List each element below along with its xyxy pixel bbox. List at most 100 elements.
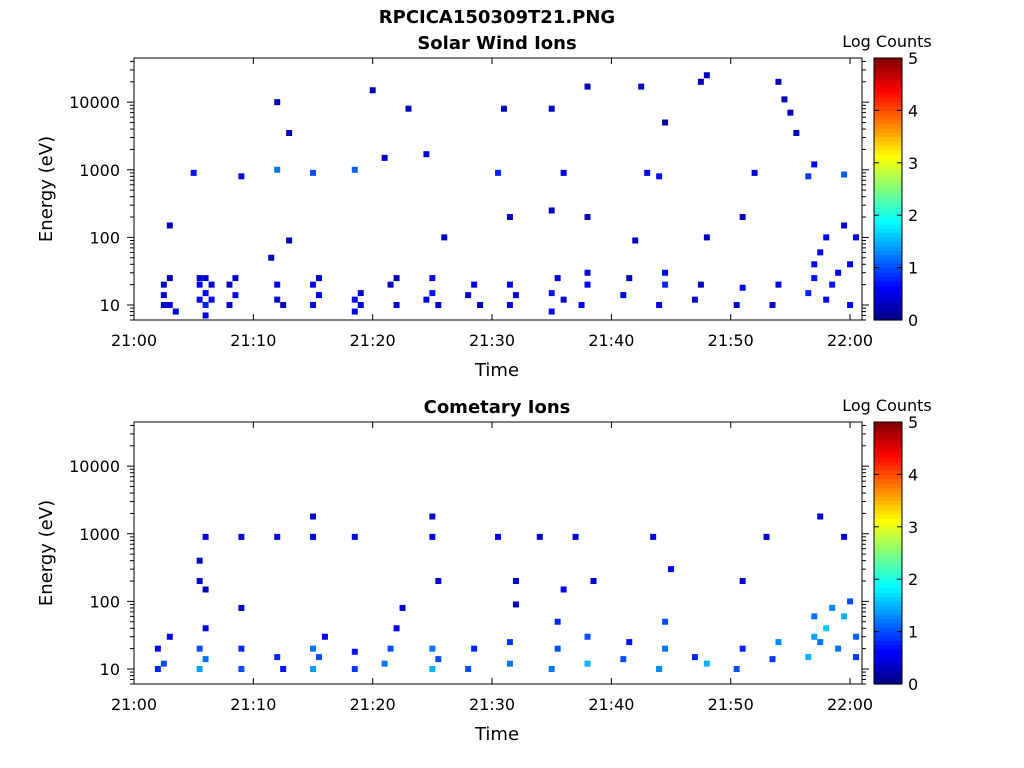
heatmap-cell — [572, 533, 579, 540]
heatmap-cell — [202, 290, 209, 297]
heatmap-cell — [274, 281, 281, 288]
colorbar-segment — [874, 250, 902, 256]
heatmap-cell — [280, 302, 287, 309]
heatmap-cell — [793, 129, 800, 136]
colorbar-segment — [874, 483, 902, 489]
x-tick-label: 21:20 — [350, 695, 396, 714]
y-axis-label: Energy (eV) — [36, 500, 57, 606]
heatmap-cell — [620, 292, 627, 299]
colorbar-segment — [874, 106, 902, 111]
heatmap-cell — [817, 639, 824, 646]
heatmap-cell — [351, 166, 358, 173]
heatmap-cell — [387, 281, 394, 288]
colorbar-segment — [874, 110, 902, 116]
colorbar-segment — [874, 293, 902, 299]
colorbar-tick-label: 3 — [908, 518, 918, 537]
heatmap-cell — [554, 645, 561, 652]
heatmap-cell — [560, 169, 567, 176]
colorbar-segment — [874, 232, 902, 238]
colorbar-segment — [874, 84, 902, 90]
colorbar-segment — [874, 71, 902, 77]
x-tick-label: 21:40 — [588, 331, 634, 350]
colorbar-segment — [874, 553, 902, 558]
heatmap-cell — [429, 645, 436, 652]
colorbar-segment — [874, 237, 902, 242]
heatmap-cell — [739, 284, 746, 291]
heatmap-cell — [847, 598, 854, 605]
heatmap-cell — [626, 275, 633, 282]
heatmap-cell — [500, 105, 507, 112]
colorbar-segment — [874, 653, 902, 659]
colorbar-frame — [873, 57, 903, 321]
colorbar-segment — [874, 452, 902, 458]
colorbar-segment — [874, 193, 902, 199]
heatmap-cell — [435, 302, 442, 309]
heatmap-cell — [662, 269, 669, 276]
heatmap-cell — [632, 237, 639, 244]
colorbar-segment — [874, 79, 902, 85]
heatmap-cell — [835, 645, 842, 652]
heatmap-cell — [811, 613, 818, 620]
colorbar-segment — [874, 189, 902, 194]
heatmap-cell — [160, 292, 167, 299]
heatmap-cell — [763, 533, 770, 540]
heatmap-cell — [465, 666, 472, 673]
heatmap-cell — [351, 648, 358, 655]
y-tick-label: 1000 — [79, 161, 120, 180]
heatmap-cell — [775, 78, 782, 85]
colorbar-segment — [874, 302, 902, 308]
colorbar-segment — [874, 223, 902, 229]
heatmap-cell — [656, 173, 663, 180]
colorbar-segment — [874, 448, 902, 454]
heatmap-cell — [769, 656, 776, 663]
heatmap-cell — [286, 129, 293, 136]
colorbar-segment — [874, 679, 902, 685]
colorbar-segment — [874, 609, 902, 615]
heatmap-cell — [841, 533, 848, 540]
colorbar-segment — [874, 504, 902, 510]
heatmap-cell — [202, 533, 209, 540]
colorbar-segment — [874, 114, 902, 120]
colorbar-segment — [874, 132, 902, 138]
heatmap-cell — [739, 578, 746, 585]
colorbar-segment — [874, 531, 902, 537]
colorbar-segment — [874, 228, 902, 234]
heatmap-cell — [154, 645, 161, 652]
colorbar-segment — [874, 258, 902, 264]
heatmap-cell — [310, 281, 316, 288]
y-tick-label: 100 — [89, 592, 120, 611]
heatmap-cell — [769, 302, 776, 309]
colorbar-segment — [874, 522, 902, 528]
heatmap-cell — [202, 586, 209, 593]
heatmap-cell — [166, 275, 173, 282]
colorbar-segment — [874, 670, 902, 676]
heatmap-cell — [202, 625, 209, 632]
colorbar-segment — [874, 267, 902, 273]
colorbar-segment — [874, 158, 902, 164]
heatmap-cell — [280, 666, 287, 673]
x-tick-label: 21:10 — [230, 331, 276, 350]
heatmap-cell — [656, 302, 663, 309]
colorbar-segment — [874, 513, 902, 519]
colorbar-segment — [874, 666, 902, 672]
figure-title: RPCICA150309T21.PNG — [379, 7, 615, 28]
colorbar-tick-label: 5 — [908, 49, 918, 68]
heatmap-cell — [829, 604, 836, 611]
solar-wind-panel: Solar Wind Ions Log Counts Time Energy (… — [36, 32, 932, 381]
heatmap-cell — [805, 173, 812, 180]
heatmap-cell — [477, 302, 484, 309]
colorbar-segment — [874, 298, 902, 304]
heatmap-cell — [238, 173, 245, 180]
heatmap-cell — [548, 207, 555, 214]
colorbar-segment — [874, 92, 902, 98]
x-tick-label: 21:50 — [708, 695, 754, 714]
heatmap-cell — [202, 312, 209, 319]
colorbar-segment — [874, 622, 902, 628]
colorbar-segment — [874, 202, 902, 208]
heatmap-cell — [691, 654, 698, 661]
heatmap-cell — [393, 275, 400, 282]
heatmap-cell — [590, 578, 597, 585]
colorbar-tick-label: 0 — [908, 311, 918, 330]
colorbar-segment — [874, 509, 902, 515]
heatmap-cell — [554, 275, 561, 282]
